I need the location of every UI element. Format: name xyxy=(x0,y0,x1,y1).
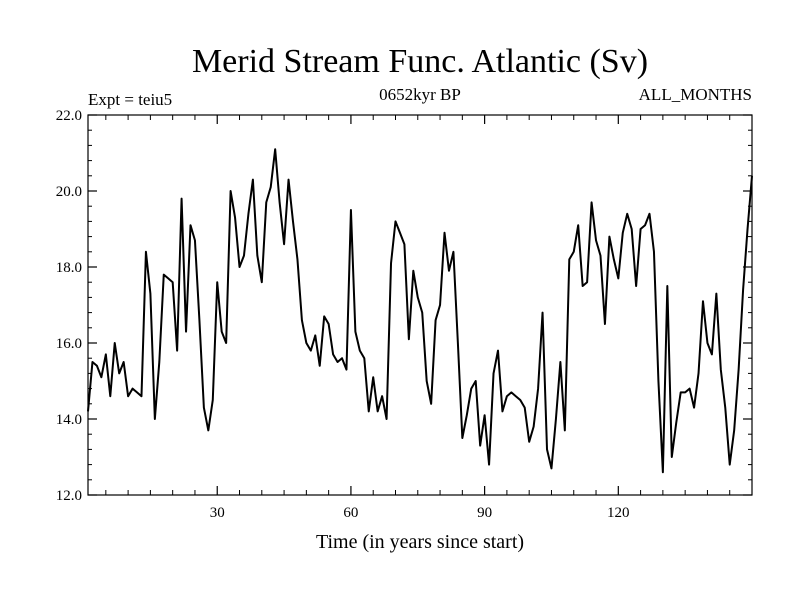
y-tick-label: 12.0 xyxy=(56,488,82,504)
y-tick-label: 20.0 xyxy=(56,184,82,200)
x-axis: 30 60 90 120 xyxy=(105,115,731,521)
y-tick-label: 18.0 xyxy=(56,260,82,276)
series-line xyxy=(87,148,753,474)
chart-subtitle-right: ALL_MONTHS xyxy=(639,85,752,104)
y-tick-label: 22.0 xyxy=(56,108,82,124)
y-axis: 12.0 14.0 16.0 18.0 20.0 22.0 xyxy=(56,108,752,504)
y-tick-label: 16.0 xyxy=(56,336,82,352)
chart-title: Merid Stream Func. Atlantic (Sv) xyxy=(192,43,648,80)
chart-subtitle-left: Expt = teiu5 xyxy=(88,90,172,109)
x-tick-label: 120 xyxy=(607,505,630,521)
x-tick-label: 60 xyxy=(343,505,358,521)
y-tick-label: 14.0 xyxy=(56,412,82,428)
x-tick-label: 90 xyxy=(477,505,492,521)
x-axis-label: Time (in years since start) xyxy=(316,531,524,553)
x-tick-label: 30 xyxy=(210,505,225,521)
plot-frame xyxy=(87,114,753,496)
chart-subtitle-center: 0652kyr BP xyxy=(379,85,461,104)
